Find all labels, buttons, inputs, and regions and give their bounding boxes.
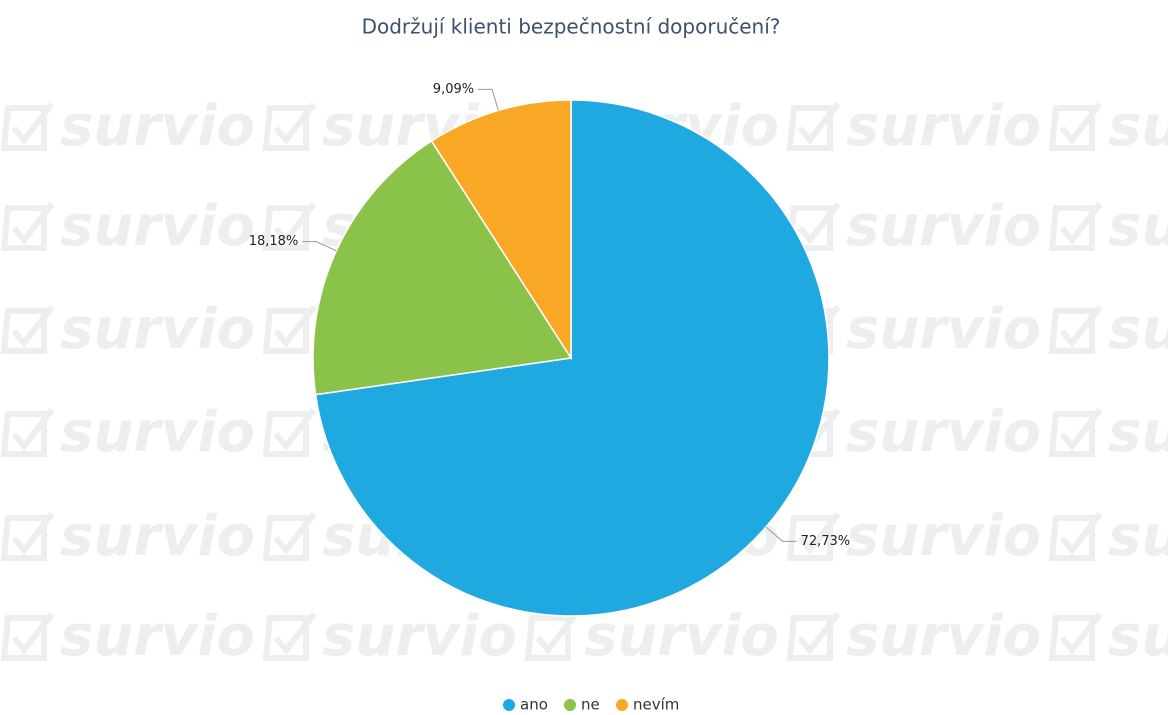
watermark-text: survio	[846, 297, 1041, 362]
watermark-text: survio	[60, 504, 255, 569]
watermark-check	[0, 202, 55, 251]
chart-title: Dodržují klienti bezpečnostní doporučení…	[362, 15, 781, 39]
data-label: 72,73%	[801, 534, 851, 549]
watermark-text: survio	[60, 297, 255, 362]
watermark-text: survio	[60, 194, 255, 259]
watermark-text: survio	[1108, 297, 1168, 362]
watermark-check	[1048, 512, 1103, 561]
watermark-check	[262, 305, 317, 354]
pie: 72,73% 18,18% 9,09%	[249, 82, 851, 617]
watermark-check	[262, 612, 317, 661]
watermark-text: survio	[322, 604, 517, 669]
watermark-check	[786, 102, 841, 151]
watermark-text: survio	[846, 504, 1041, 569]
legend: ano ne nevím	[503, 696, 679, 714]
watermark-check	[786, 612, 841, 661]
watermark-check	[1048, 408, 1103, 457]
watermark-text: survio	[60, 604, 255, 669]
watermark-check	[262, 202, 317, 251]
watermark-text: survio	[1108, 504, 1168, 569]
legend-label: nevím	[633, 696, 679, 714]
watermark-check	[1048, 612, 1103, 661]
legend-marker	[564, 699, 576, 711]
watermark-text: survio	[60, 400, 255, 465]
watermark-check	[786, 512, 841, 561]
watermark-check	[0, 305, 55, 354]
watermark-text: survio	[1108, 194, 1168, 259]
legend-marker	[503, 699, 515, 711]
watermark-check	[262, 512, 317, 561]
pie-slice	[314, 99, 830, 617]
leader-line	[765, 526, 797, 542]
watermark-check	[1048, 305, 1103, 354]
watermark-check	[262, 102, 317, 151]
data-label: 18,18%	[249, 234, 299, 249]
watermark-text: survio	[1108, 400, 1168, 465]
leader-line	[302, 241, 337, 252]
watermark-text: survio	[1108, 604, 1168, 669]
leader-line	[478, 88, 499, 111]
watermark-text: survio	[584, 604, 779, 669]
pie-slice	[430, 99, 572, 361]
legend-marker	[616, 699, 628, 711]
watermark-text: survio	[846, 94, 1041, 159]
watermark-check	[0, 512, 55, 561]
pie-slice	[312, 139, 573, 396]
watermark-check	[524, 612, 579, 661]
watermark-text: survio	[60, 94, 255, 159]
watermark-check	[0, 408, 55, 457]
legend-label: ne	[581, 696, 600, 714]
watermark-check	[1048, 202, 1103, 251]
watermark-check	[262, 408, 317, 457]
watermark-text: survio	[1108, 94, 1168, 159]
watermark-text: survio	[846, 604, 1041, 669]
watermark-check	[0, 612, 55, 661]
watermark-check	[0, 102, 55, 151]
watermark-text: survio	[846, 194, 1041, 259]
data-label: 9,09%	[433, 82, 474, 97]
watermark-text: survio	[846, 400, 1041, 465]
watermark-check	[1048, 102, 1103, 151]
legend-label: ano	[520, 696, 548, 714]
